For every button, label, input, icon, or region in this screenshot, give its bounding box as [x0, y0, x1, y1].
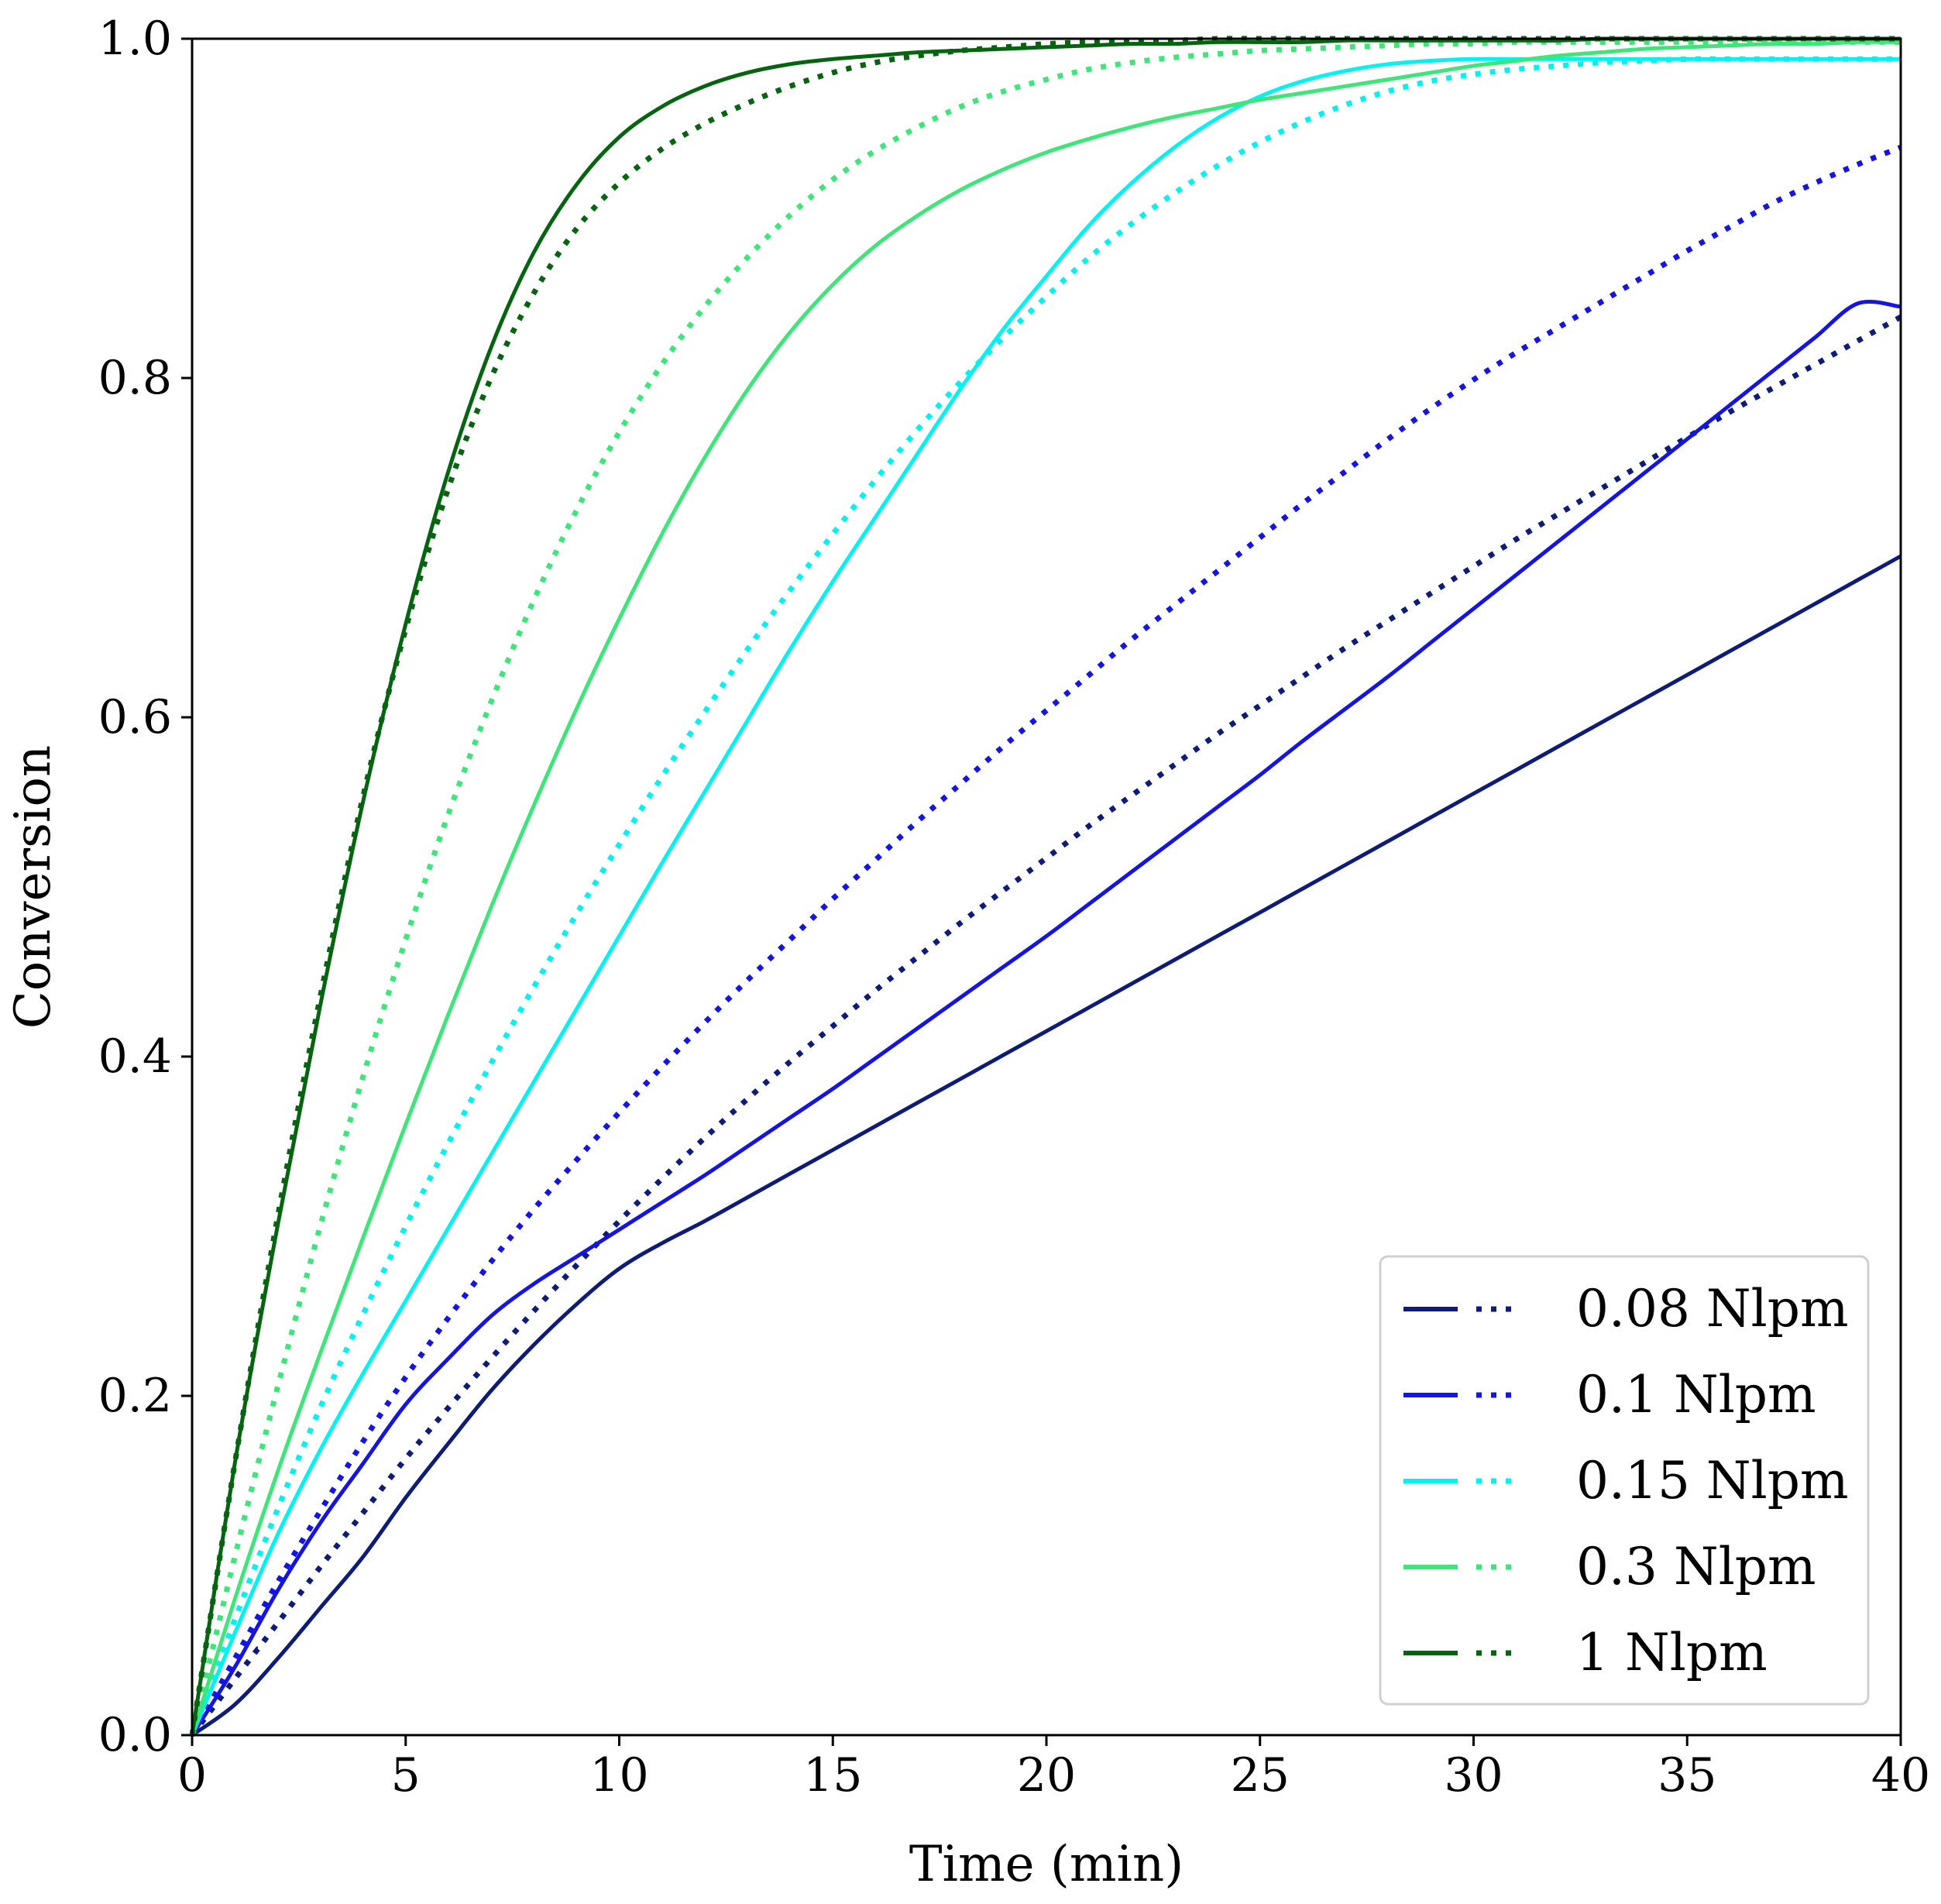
x-tick-label: 5 [391, 1748, 421, 1803]
series-0_15-nlpm-solid-line [190, 57, 1901, 1736]
x-tick-label: 20 [1017, 1748, 1076, 1803]
x-tick-label: 40 [1871, 1748, 1930, 1803]
y-tick-label: 0.4 [98, 1029, 172, 1084]
x-tick-label: 35 [1658, 1748, 1716, 1803]
series-lines [189, 36, 1902, 1737]
legend: 0.08 Nlpm 0.1 Nlpm 0.15 Nlpm 0.3 Nlpm 1 Nlpm [1379, 1255, 1870, 1706]
x-tick-label: 30 [1444, 1748, 1503, 1803]
series-0_1-nlpm-solid-line [190, 299, 1901, 1737]
x-tick-label: 0 [177, 1748, 207, 1803]
series-0_15-nlpm-dotted-line [189, 56, 1901, 1737]
plot-frame [191, 37, 1902, 1737]
legend-label-0_1-nlpm: 0.1 Nlpm [1576, 1365, 1816, 1425]
y-tick-label: 0.2 [98, 1369, 172, 1423]
series-0_08-nlpm-solid-line [191, 554, 1902, 1737]
y-tick-label: 0.0 [98, 1708, 172, 1762]
y-tick-label: 0.6 [98, 690, 172, 744]
y-tick-label: 1.0 [98, 12, 172, 66]
legend-label-0_08-nlpm: 0.08 Nlpm [1576, 1279, 1849, 1339]
y-axis-ticks: 0.0 0.2 0.4 0.6 0.8 1.0 [98, 12, 192, 1762]
x-axis-ticks: 0 5 10 15 20 25 30 35 40 [177, 1735, 1930, 1803]
legend-label-0_3-nlpm: 0.3 Nlpm [1576, 1537, 1816, 1596]
series-1-nlpm-solid-line [190, 36, 1901, 1736]
x-axis-label: Time (min) [909, 1836, 1183, 1893]
series-0_3-nlpm-dotted-line [189, 39, 1901, 1736]
legend-label-1-nlpm: 1 Nlpm [1576, 1623, 1768, 1682]
legend-box [1379, 1255, 1870, 1706]
x-tick-label: 10 [589, 1748, 648, 1803]
y-tick-label: 0.8 [98, 351, 172, 405]
legend-label-0_15-nlpm: 0.15 Nlpm [1576, 1451, 1849, 1510]
x-tick-label: 25 [1231, 1748, 1290, 1803]
series-0_1-nlpm-dotted-line [189, 144, 1902, 1737]
y-axis-label: Conversion [5, 745, 62, 1029]
series-0_3-nlpm-solid-line [190, 40, 1901, 1736]
x-tick-label: 15 [803, 1748, 862, 1803]
